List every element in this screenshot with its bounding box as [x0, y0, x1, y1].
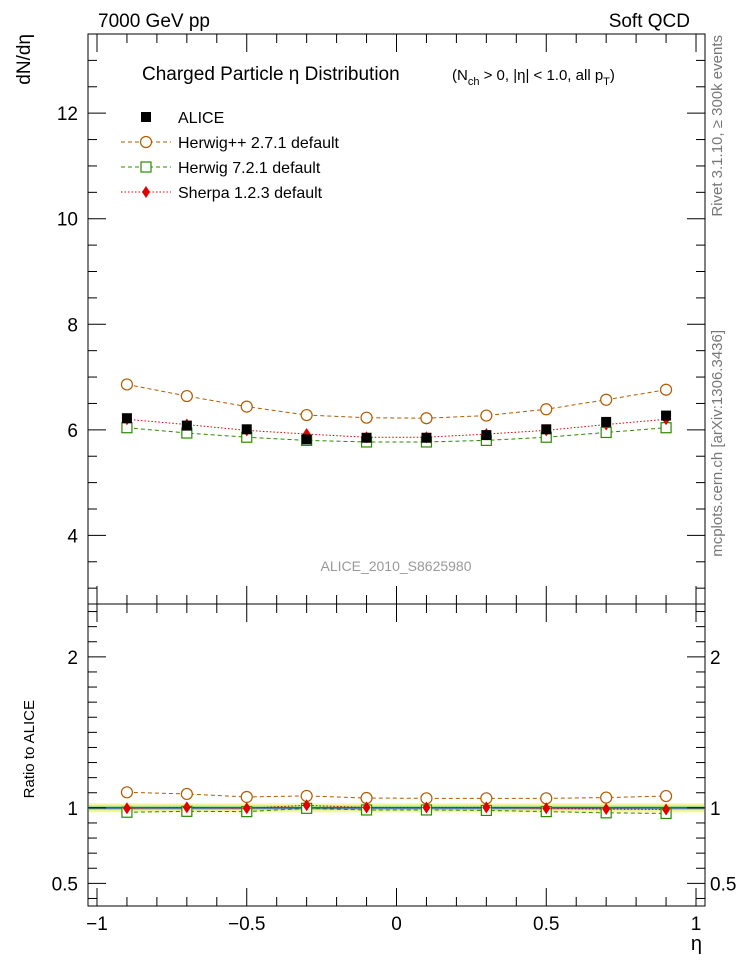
ratio-y-tick-label-right: 0.5: [710, 874, 736, 895]
data-point-herwig-2-7-1-default: [360, 411, 373, 424]
rivet-version-label: Rivet 3.1.10, ≥ 300k events: [709, 35, 726, 217]
ratio-point-sherpa-1-2-3-default: [422, 801, 431, 814]
ratio-point-sherpa-1-2-3-default: [542, 802, 551, 815]
series-line-herwig-2-7-1-default: [126, 383, 667, 419]
ratio-y-tick-label-right: 1: [710, 799, 721, 820]
x-tick-label: −0.5: [228, 914, 266, 935]
ratio-point-herwig-2-7-1-default: [120, 786, 134, 799]
y-tick-label: 4: [67, 526, 78, 547]
ratio-point-sherpa-1-2-3-default: [662, 803, 671, 816]
ratio-y-tick-label-left: 2: [67, 648, 78, 669]
data-point-alice: [601, 416, 612, 427]
x-tick-labels: −1 −0.5 0 0.5 1: [86, 914, 701, 935]
ratio-point-sherpa-1-2-3-default: [182, 801, 191, 814]
data-point-herwig-2-7-1-default: [540, 403, 553, 416]
ratio-point-herwig-2-7-1-default: [600, 791, 613, 804]
ratio-y-tick-labels: 0.5 0.5 1 1 2 2: [52, 648, 737, 896]
x-tick-label: 0.5: [533, 914, 559, 935]
data-point-alice: [421, 432, 432, 443]
data-point-herwig-2-7-1-default: [420, 412, 433, 425]
ratio-point-herwig-2-7-1-default: [659, 789, 673, 803]
data-point-herwig-2-7-1-default: [480, 409, 493, 422]
legend-marker-herwig-7-2-1-default: [140, 161, 152, 173]
ratio-point-sherpa-1-2-3-default: [302, 799, 311, 812]
chart-title: Charged Particle η Distribution: [142, 64, 400, 85]
ratio-series: [120, 786, 673, 820]
header-energy-label: 7000 GeV pp: [98, 11, 210, 32]
data-point-herwig-2-7-1-default: [240, 400, 253, 413]
legend-marker-herwig-2-7-1-default: [139, 135, 153, 149]
data-point-herwig-2-7-1-default: [120, 378, 134, 391]
data-point-alice: [541, 424, 552, 435]
main-y-tick-labels: 4 6 8 10 12: [57, 104, 79, 547]
ratio-point-sherpa-1-2-3-default: [242, 802, 251, 815]
series-line-sherpa-1-2-3-default: [126, 418, 667, 438]
data-point-herwig-2-7-1-default: [180, 389, 193, 403]
ratio-point-sherpa-1-2-3-default: [602, 803, 611, 816]
data-point-alice: [301, 434, 312, 445]
legend-marker-sherpa-1-2-3-default: [142, 186, 150, 198]
ratio-point-herwig-2-7-1-default: [240, 790, 253, 804]
data-point-alice: [481, 430, 492, 441]
mcplots-reference-label: mcplots.cern.ch [arXiv:1306.3436]: [709, 330, 726, 557]
series-line-herwig-7-2-1-default: [126, 427, 667, 443]
y-axis-label: dN/dη: [14, 34, 35, 85]
legend-label-herwig-7-2-1-default: Herwig 7.2.1 default: [178, 160, 321, 177]
main-axis-ticks: [88, 33, 705, 589]
y-tick-label: 12: [57, 104, 78, 125]
x-tick-label: −1: [86, 914, 108, 935]
legend-marker-alice: [141, 112, 151, 122]
ratio-y-axis-label: Ratio to ALICE: [21, 700, 38, 798]
x-tick-label: 1: [691, 914, 702, 935]
y-tick-label: 10: [57, 210, 78, 231]
ratio-y-tick-label-right: 2: [710, 648, 721, 669]
analysis-id-label: ALICE_2010_S8625980: [320, 558, 471, 574]
main-series: [120, 378, 673, 448]
ratio-y-tick-label-left: 0.5: [52, 874, 78, 895]
data-point-alice: [121, 413, 132, 424]
ratio-point-sherpa-1-2-3-default: [482, 801, 491, 814]
legend: ALICE Herwig++ 2.7.1 default Herwig 7.2.1 …: [121, 110, 340, 202]
legend-label-alice: ALICE: [178, 110, 224, 127]
header-process-label: Soft QCD: [609, 11, 690, 32]
legend-label-sherpa-1-2-3-default: Sherpa 1.2.3 default: [178, 185, 323, 202]
data-point-herwig-2-7-1-default: [300, 408, 313, 422]
x-tick-label: 0: [391, 914, 402, 935]
ratio-line-sherpa-1-2-3-default: [126, 804, 667, 811]
data-point-herwig-2-7-1-default: [659, 383, 673, 396]
x-axis-ticks: [96, 34, 697, 906]
data-point-alice: [661, 410, 672, 421]
ratio-line-herwig-2-7-1-default: [126, 791, 667, 799]
ratio-point-sherpa-1-2-3-default: [362, 801, 371, 814]
y-tick-label: 6: [67, 421, 78, 442]
ratio-point-sherpa-1-2-3-default: [122, 802, 131, 815]
ratio-point-herwig-2-7-1-default: [180, 787, 193, 801]
chart-title-cuts: (Nch > 0, |η| < 1.0, all pT): [452, 67, 615, 88]
x-axis-label: η: [691, 933, 702, 955]
data-point-alice: [181, 420, 192, 431]
y-tick-label: 8: [67, 315, 78, 336]
ratio-axis-ticks: [88, 611, 705, 899]
legend-label-herwig-2-7-1-default: Herwig++ 2.7.1 default: [178, 135, 340, 152]
ratio-plot-frame: [87, 603, 706, 907]
data-point-alice: [241, 424, 252, 435]
data-point-alice: [361, 432, 372, 443]
ratio-point-herwig-2-7-1-default: [540, 792, 553, 805]
ratio-y-tick-label-left: 1: [67, 799, 78, 820]
ratio-line-herwig-7-2-1-default: [126, 807, 667, 814]
data-point-herwig-2-7-1-default: [600, 393, 613, 406]
